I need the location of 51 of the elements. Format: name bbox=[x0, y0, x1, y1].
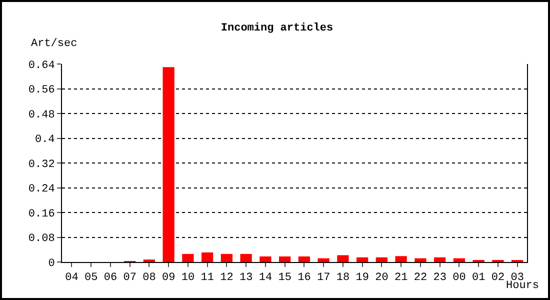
y-tick-label: 0.64 bbox=[28, 60, 56, 72]
y-tick-label: 0 bbox=[48, 258, 55, 270]
y-tick-label: 0.24 bbox=[28, 184, 56, 196]
bar bbox=[395, 256, 407, 262]
bar bbox=[414, 258, 426, 262]
x-tick-label: 04 bbox=[65, 272, 79, 284]
bar bbox=[240, 254, 252, 262]
bar bbox=[318, 258, 330, 262]
bar bbox=[260, 256, 272, 262]
y-axis-title: Art/sec bbox=[31, 38, 78, 50]
x-tick-label: 16 bbox=[298, 272, 311, 284]
x-tick-label: 23 bbox=[433, 272, 446, 284]
x-tick-label: 06 bbox=[104, 272, 118, 284]
x-tick-label: 10 bbox=[181, 272, 195, 284]
x-tick-label: 11 bbox=[200, 272, 214, 284]
x-tick-label: 22 bbox=[414, 272, 428, 284]
x-tick-label: 15 bbox=[278, 272, 292, 284]
bar bbox=[376, 257, 388, 262]
chart-title: Incoming articles bbox=[220, 22, 334, 35]
x-tick-label: 14 bbox=[258, 272, 272, 284]
x-tick-label: 20 bbox=[375, 272, 388, 284]
x-tick-label: 19 bbox=[356, 272, 369, 284]
x-tick-label: 18 bbox=[336, 272, 350, 284]
x-tick-label: 21 bbox=[394, 272, 408, 284]
bar bbox=[453, 258, 465, 262]
y-tick-label: 0.16 bbox=[28, 208, 55, 220]
bar bbox=[434, 257, 446, 262]
x-tick-label: 00 bbox=[452, 272, 466, 284]
y-tick-label: 0.08 bbox=[28, 233, 55, 246]
x-tick-label: 01 bbox=[472, 272, 486, 284]
bar bbox=[220, 254, 232, 262]
x-tick-label: 12 bbox=[220, 272, 234, 284]
y-tick-label: 0.4 bbox=[34, 134, 56, 146]
y-tick-label: 0.48 bbox=[28, 109, 55, 122]
bar bbox=[182, 254, 194, 262]
x-tick-label: 09 bbox=[162, 272, 176, 284]
x-tick-label: 05 bbox=[84, 272, 98, 284]
bar bbox=[337, 255, 349, 262]
x-tick-label: 08 bbox=[142, 272, 156, 284]
bar bbox=[202, 252, 214, 262]
x-tick-label: 02 bbox=[491, 272, 505, 284]
x-tick-label: 13 bbox=[239, 272, 253, 284]
y-tick-label: 0.32 bbox=[28, 158, 55, 171]
bar bbox=[279, 256, 291, 262]
bar bbox=[298, 256, 310, 262]
bar bbox=[162, 67, 174, 262]
x-tick-label: 17 bbox=[316, 272, 330, 284]
x-tick-label: 07 bbox=[123, 272, 136, 284]
x-axis-title: Hours bbox=[506, 280, 540, 292]
bar bbox=[356, 257, 368, 262]
y-tick-label: 0.56 bbox=[28, 84, 55, 97]
